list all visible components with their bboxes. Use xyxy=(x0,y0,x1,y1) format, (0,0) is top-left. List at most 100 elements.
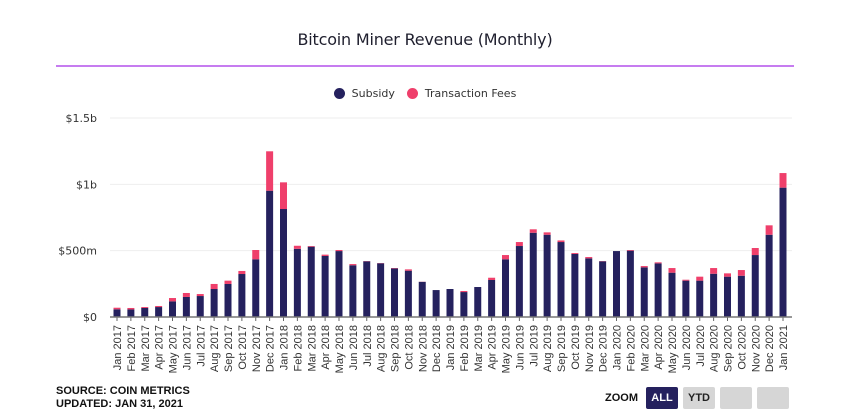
x-tick-label: Oct 2017 xyxy=(237,325,249,370)
zoom-option-button-4[interactable] xyxy=(757,387,789,409)
x-tick-label: Mar 2020 xyxy=(639,325,651,371)
y-tick-label: $500m xyxy=(58,245,97,258)
bar-fees xyxy=(543,232,551,235)
bar-fees xyxy=(626,250,634,251)
bar-fees xyxy=(696,276,704,281)
bar-fees xyxy=(321,254,329,256)
bar-subsidy xyxy=(474,287,482,317)
bar-subsidy xyxy=(640,267,648,317)
bar-subsidy xyxy=(432,290,440,317)
x-tick-label: May 2017 xyxy=(168,325,180,373)
x-tick-label: Oct 2018 xyxy=(403,325,415,370)
x-tick-label: Nov 2018 xyxy=(417,325,429,372)
bar-fees xyxy=(335,250,343,252)
bar-subsidy xyxy=(585,258,593,317)
zoom-all-button[interactable]: ALL xyxy=(646,387,678,409)
bar-subsidy xyxy=(169,301,176,317)
bar-fees xyxy=(737,270,745,276)
bar-subsidy xyxy=(765,234,773,317)
bar-fees xyxy=(349,264,357,266)
x-tick-label: Jan 2019 xyxy=(445,325,457,370)
x-tick-label: May 2018 xyxy=(334,325,346,373)
updated-text: UPDATED: JAN 31, 2021 xyxy=(56,398,183,410)
bar-subsidy xyxy=(127,309,135,317)
x-tick-label: Jan 2021 xyxy=(778,325,790,370)
x-tick-label: Jul 2019 xyxy=(528,325,540,367)
bar-fees xyxy=(765,225,773,235)
x-tick-label: Nov 2017 xyxy=(251,325,263,372)
x-tick-label: Jul 2020 xyxy=(695,325,707,367)
legend-label-subsidy: Subsidy xyxy=(351,87,395,100)
legend: Subsidy Transaction Fees xyxy=(0,87,850,100)
legend-item-fees[interactable]: Transaction Fees xyxy=(406,87,516,100)
x-tick-label: Feb 2020 xyxy=(625,325,637,371)
bar-subsidy xyxy=(252,259,260,317)
bar-subsidy xyxy=(335,251,343,317)
x-tick-label: Dec 2019 xyxy=(598,325,610,372)
bar-subsidy xyxy=(779,187,787,317)
x-tick-label: Sep 2018 xyxy=(390,325,402,372)
bar-subsidy xyxy=(141,307,149,317)
bar-fees xyxy=(196,294,204,297)
bar-fees xyxy=(238,270,246,275)
bar-subsidy xyxy=(543,234,551,317)
source-text: SOURCE: COIN METRICS xyxy=(56,385,190,397)
x-tick-label: Dec 2018 xyxy=(431,325,443,372)
x-tick-label: Aug 2018 xyxy=(376,325,388,372)
subsidy-dot-icon xyxy=(333,88,345,99)
x-tick-label: Aug 2017 xyxy=(209,325,221,372)
zoom-ytd-button[interactable]: YTD xyxy=(683,387,715,409)
bar-fees xyxy=(113,307,121,310)
x-tick-label: Mar 2019 xyxy=(473,325,485,371)
x-tick-label: Aug 2020 xyxy=(709,325,721,372)
bar-fees xyxy=(266,151,274,191)
x-tick-label: Nov 2020 xyxy=(750,325,762,372)
bar-fees xyxy=(460,290,468,293)
bar-fees xyxy=(502,255,509,260)
bar-subsidy xyxy=(488,279,496,317)
bar-fees xyxy=(751,248,759,256)
x-tick-label: Jul 2018 xyxy=(362,325,374,367)
y-tick-label: $1.5b xyxy=(66,112,97,125)
x-tick-label: Feb 2019 xyxy=(459,325,471,371)
chart-title: Bitcoin Miner Revenue (Monthly) xyxy=(297,30,553,49)
x-tick-label: Apr 2018 xyxy=(320,325,332,370)
bar-subsidy xyxy=(418,281,426,317)
bar-fees xyxy=(640,266,648,268)
x-tick-label: Sep 2020 xyxy=(723,325,735,372)
bar-fees xyxy=(654,262,662,264)
x-tick-label: Oct 2020 xyxy=(736,325,748,370)
bar-subsidy xyxy=(210,289,218,317)
bar-subsidy xyxy=(377,263,385,317)
bar-fees xyxy=(585,257,593,259)
legend-item-subsidy[interactable]: Subsidy xyxy=(333,87,395,100)
x-tick-label: Jun 2017 xyxy=(181,325,193,370)
bar-subsidy xyxy=(502,259,509,317)
x-tick-label: Jan 2017 xyxy=(112,325,124,370)
bar-subsidy xyxy=(529,232,537,317)
bar-subsidy xyxy=(224,283,232,317)
bar-fees xyxy=(404,269,412,271)
bar-subsidy xyxy=(626,250,634,317)
bar-subsidy xyxy=(668,272,676,317)
x-tick-label: Mar 2017 xyxy=(140,325,152,371)
bar-subsidy xyxy=(238,274,246,317)
x-tick-label: Jun 2019 xyxy=(514,325,526,370)
bar-subsidy xyxy=(363,261,371,317)
bar-subsidy xyxy=(724,276,731,317)
x-tick-label: Apr 2019 xyxy=(487,325,499,370)
x-tick-label: Nov 2019 xyxy=(584,325,596,372)
x-tick-label: Apr 2020 xyxy=(653,325,665,370)
bar-fees xyxy=(169,298,176,302)
bar-subsidy xyxy=(599,261,607,317)
x-tick-label: Mar 2018 xyxy=(306,325,318,371)
bar-subsidy xyxy=(321,255,329,317)
bar-fees xyxy=(710,268,718,274)
x-tick-label: Oct 2019 xyxy=(570,325,582,370)
zoom-option-button-3[interactable] xyxy=(720,387,752,409)
bar-subsidy xyxy=(515,246,523,317)
bar-fees xyxy=(155,305,163,308)
title-divider xyxy=(56,65,794,67)
bar-subsidy xyxy=(613,251,620,317)
bar-fees xyxy=(182,292,190,297)
